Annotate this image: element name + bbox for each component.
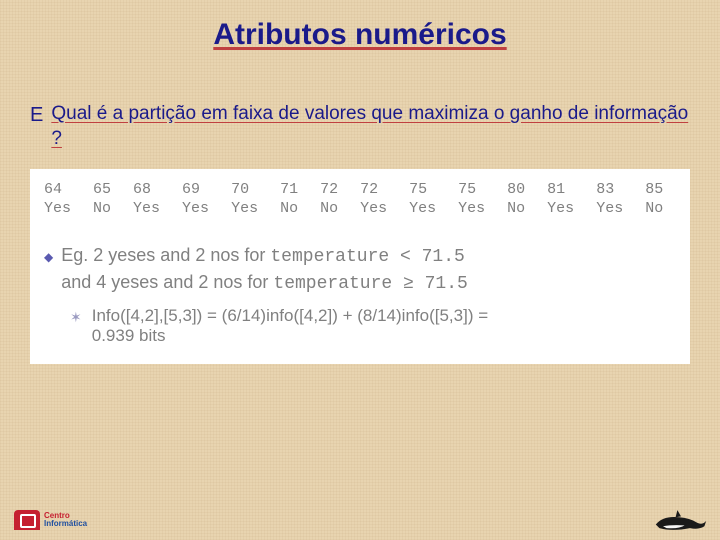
data-col: 75 Yes	[458, 181, 485, 217]
data-num: 80	[507, 181, 525, 198]
data-num: 75	[409, 181, 427, 198]
data-label: Yes	[182, 200, 209, 217]
data-num: 71	[280, 181, 298, 198]
logo-mark-icon	[14, 510, 40, 530]
info-line2: 0.939 bits	[92, 326, 166, 345]
data-label: No	[280, 200, 298, 217]
data-num: 64	[44, 181, 62, 198]
eg-prefix: Eg.	[61, 245, 93, 265]
bullet-row: E Qual é a partição em faixa de valores …	[0, 102, 720, 151]
info-line1: Info([4,2],[5,3]) = (6/14)info([4,2]) + …	[92, 306, 488, 325]
data-label: No	[320, 200, 338, 217]
data-num: 85	[645, 181, 663, 198]
data-col: 85 No	[645, 181, 663, 217]
data-col: 65 No	[93, 181, 111, 217]
eg-part2: and 4 yeses and 2 nos for	[61, 272, 273, 292]
data-label: Yes	[458, 200, 485, 217]
data-label: Yes	[596, 200, 623, 217]
data-label: No	[93, 200, 111, 217]
star-icon: ✶	[70, 309, 82, 326]
info-text: Info([4,2],[5,3]) = (6/14)info([4,2]) + …	[92, 306, 488, 346]
data-label: Yes	[547, 200, 574, 217]
logo-line2: Informática	[44, 520, 87, 528]
data-num: 65	[93, 181, 111, 198]
logo: Centro Informática	[14, 510, 87, 530]
data-num: 81	[547, 181, 565, 198]
eg-mono1: temperature < 71.5	[270, 247, 464, 267]
bullet-text: Qual é a partição em faixa de valores qu…	[51, 102, 690, 151]
eg-mono2: temperature ≥ 71.5	[273, 274, 467, 294]
eg-part1: 2 yeses and 2 nos for	[93, 245, 270, 265]
data-label: Yes	[409, 200, 436, 217]
data-num: 83	[596, 181, 614, 198]
data-label: Yes	[360, 200, 387, 217]
example-block: ◆ Eg. 2 yeses and 2 nos for temperature …	[44, 243, 676, 346]
content-box: 64 Yes 65 No 68 Yes 69 Yes 70 Yes 71 No 72 No 72 Yes 75 Y…	[30, 169, 690, 364]
data-label: No	[507, 200, 525, 217]
example-text: Eg. 2 yeses and 2 nos for temperature < …	[61, 243, 468, 296]
data-label: Yes	[133, 200, 160, 217]
data-table: 64 Yes 65 No 68 Yes 69 Yes 70 Yes 71 No 72 No 72 Yes 75 Y…	[44, 181, 676, 217]
orca-icon	[654, 508, 708, 532]
data-label: Yes	[44, 200, 71, 217]
data-num: 70	[231, 181, 249, 198]
data-col: 75 Yes	[409, 181, 436, 217]
data-label: No	[645, 200, 663, 217]
data-col: 68 Yes	[133, 181, 160, 217]
logo-text: Centro Informática	[44, 512, 87, 528]
data-label: Yes	[231, 200, 258, 217]
info-line: ✶ Info([4,2],[5,3]) = (6/14)info([4,2]) …	[70, 306, 676, 346]
data-num: 72	[360, 181, 378, 198]
data-col: 81 Yes	[547, 181, 574, 217]
data-col: 69 Yes	[182, 181, 209, 217]
data-col: 80 No	[507, 181, 525, 217]
data-col: 70 Yes	[231, 181, 258, 217]
slide-title: Atributos numéricos	[0, 0, 720, 52]
data-col: 83 Yes	[596, 181, 623, 217]
bullet-icon: E	[30, 104, 43, 127]
data-col: 72 No	[320, 181, 338, 217]
data-col: 71 No	[280, 181, 298, 217]
example-line: ◆ Eg. 2 yeses and 2 nos for temperature …	[44, 243, 676, 296]
data-num: 75	[458, 181, 476, 198]
diamond-icon: ◆	[44, 249, 53, 265]
data-col: 64 Yes	[44, 181, 71, 217]
data-num: 69	[182, 181, 200, 198]
data-num: 68	[133, 181, 151, 198]
data-col: 72 Yes	[360, 181, 387, 217]
data-num: 72	[320, 181, 338, 198]
